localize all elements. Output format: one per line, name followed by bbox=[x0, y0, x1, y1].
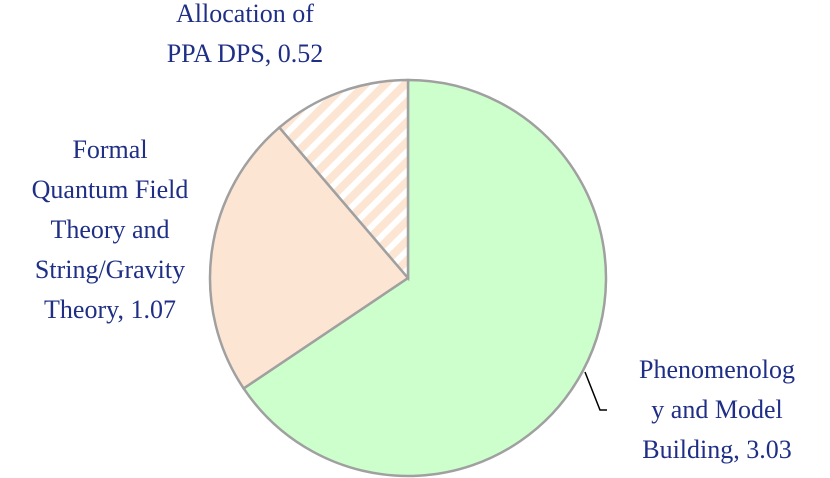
slice-label: Formal Quantum Field Theory and String/Grav… bbox=[32, 135, 189, 324]
label-line: Building, bbox=[642, 435, 746, 464]
label-line: Theory, bbox=[44, 295, 130, 324]
slice-label: Allocation of PPA DPS, 0.52 bbox=[167, 0, 324, 68]
pie-slice bbox=[277, 78, 410, 282]
label-line: Theory and bbox=[50, 215, 169, 244]
leader-line bbox=[584, 371, 607, 411]
label-line: Phenomenolog bbox=[639, 355, 795, 384]
slice-label: Phenomenolog y and Model Building, 3.03 bbox=[639, 355, 795, 464]
label-line: PPA DPS, bbox=[167, 39, 278, 68]
label-line: Formal bbox=[72, 135, 147, 164]
label-line: Quantum Field bbox=[32, 175, 189, 204]
label-line: y and Model bbox=[651, 395, 782, 424]
label-value: 3.03 bbox=[746, 435, 792, 464]
pie-slice bbox=[241, 78, 608, 478]
label-value: 0.52 bbox=[278, 39, 324, 68]
label-value: 1.07 bbox=[130, 295, 176, 324]
label-line: Allocation of bbox=[176, 0, 314, 28]
label-line: String/Gravity bbox=[35, 255, 185, 284]
pie-slice bbox=[208, 125, 410, 391]
